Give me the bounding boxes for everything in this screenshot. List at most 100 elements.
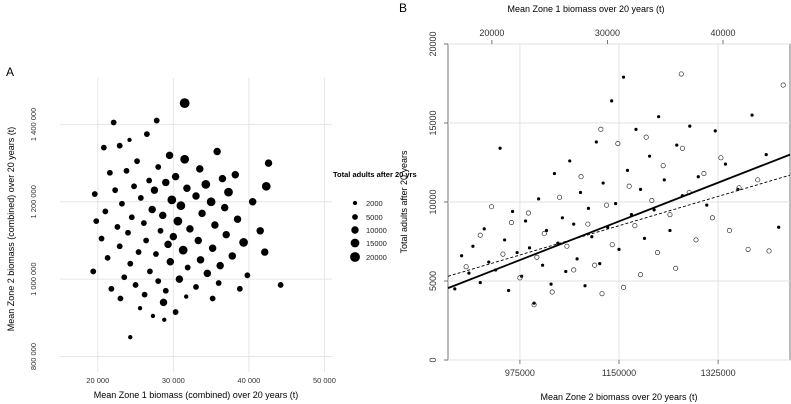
y-tick-label: 5000 <box>428 271 438 291</box>
data-point <box>213 147 221 156</box>
data-point-open <box>620 284 627 290</box>
data-point <box>143 237 150 244</box>
data-point <box>119 200 125 207</box>
top-x-tick-label: 30000 <box>595 28 620 38</box>
data-point-filled <box>617 247 621 251</box>
data-point <box>108 285 115 292</box>
data-point-filled <box>527 246 532 250</box>
data-point <box>184 294 189 299</box>
y-tick-label: 1 000 000 <box>29 262 38 295</box>
data-point-open <box>556 194 563 200</box>
legend-label: 15000 <box>366 239 387 248</box>
data-point-filled <box>713 129 717 133</box>
data-point-open <box>736 185 742 191</box>
data-point-filled <box>625 168 630 172</box>
legend-label: 5000 <box>366 213 383 222</box>
data-point-filled <box>777 225 781 229</box>
x-tick-label: 1150000 <box>602 368 636 378</box>
data-point-open <box>660 163 666 169</box>
data-point-open <box>709 215 715 221</box>
legend-label: 2000 <box>366 199 383 208</box>
data-point-filled <box>634 127 638 131</box>
data-point-filled <box>657 115 661 119</box>
legend-marker <box>352 214 358 220</box>
data-point-filled <box>506 288 511 293</box>
panel-b-x-axis-label: Mean Zone 2 biomass over 20 years (t) <box>540 392 697 402</box>
data-point <box>155 278 162 284</box>
data-point-filled <box>560 216 564 220</box>
data-point-open <box>534 254 540 260</box>
data-point <box>228 252 236 260</box>
data-point-filled <box>662 178 666 182</box>
data-point-open <box>701 171 707 177</box>
data-point-filled <box>453 287 457 291</box>
data-point <box>159 211 167 220</box>
legend-label: 20000 <box>366 253 387 262</box>
data-point <box>104 254 111 261</box>
data-point <box>162 317 167 322</box>
panel-a-y-axis-label: Mean Zone 2 biomass (combined) over 20 y… <box>6 127 16 332</box>
data-point-filled <box>523 219 528 223</box>
data-point-filled <box>696 175 700 179</box>
data-point-filled <box>544 228 549 233</box>
panel-a-legend: Total adults after 20 yrs 2000 5000 10000 1… <box>333 170 417 262</box>
data-point <box>248 198 257 206</box>
data-point-open <box>678 71 684 77</box>
data-point <box>148 205 156 214</box>
data-point-filled <box>688 124 692 128</box>
panel-b-fit-lines <box>447 153 791 289</box>
data-point <box>131 183 137 190</box>
data-point <box>98 235 105 242</box>
data-point-filled <box>598 262 602 266</box>
panel-a-x-axis-label: Mean Zone 1 biomass (combined) over 20 y… <box>94 390 299 400</box>
data-point <box>244 272 251 279</box>
data-point <box>179 98 190 109</box>
data-point-open <box>726 227 732 233</box>
x-tick-label: 1325000 <box>701 368 736 378</box>
data-point-filled <box>572 222 576 226</box>
data-point <box>277 282 284 288</box>
data-point <box>90 268 97 275</box>
x-tick-label: 975000 <box>505 368 535 378</box>
data-point-filled <box>515 250 519 255</box>
data-point <box>143 131 150 137</box>
data-point <box>127 260 134 267</box>
data-point <box>218 174 227 183</box>
data-point-open <box>673 265 679 271</box>
data-point-open <box>477 232 483 238</box>
data-point-filled <box>487 260 491 264</box>
data-point <box>134 158 140 165</box>
data-point-open <box>500 251 506 257</box>
data-point <box>184 264 191 271</box>
data-point-open <box>755 177 761 183</box>
data-point <box>123 167 130 174</box>
data-point-filled <box>668 228 672 233</box>
y-tick-label: 800 000 <box>29 343 38 370</box>
data-point <box>239 238 248 247</box>
data-point-open <box>679 145 685 151</box>
data-point <box>150 186 159 194</box>
y-tick-label: 0 <box>428 357 438 362</box>
y-tick-label: 20000 <box>428 31 438 56</box>
data-point-filled <box>578 190 583 195</box>
data-point-open <box>718 155 724 161</box>
data-point-open <box>564 243 570 249</box>
data-point-open <box>508 219 514 226</box>
data-point-open <box>598 126 604 132</box>
data-point <box>220 203 229 212</box>
data-point-filled <box>614 201 618 206</box>
data-point <box>157 227 164 234</box>
panel-b-y-ticks: 0 5000 10000 15000 20000 <box>428 31 448 363</box>
panel-a-points <box>90 98 284 340</box>
x-tick-label: 30 000 <box>162 376 185 385</box>
data-point <box>183 184 191 192</box>
data-point <box>93 218 100 225</box>
data-point <box>264 159 273 167</box>
legend-marker <box>351 226 359 234</box>
data-point <box>208 244 217 252</box>
panel-b-points <box>453 71 786 308</box>
data-point-open <box>654 250 661 256</box>
data-point <box>137 195 144 201</box>
panel-a-label: A <box>6 65 14 79</box>
